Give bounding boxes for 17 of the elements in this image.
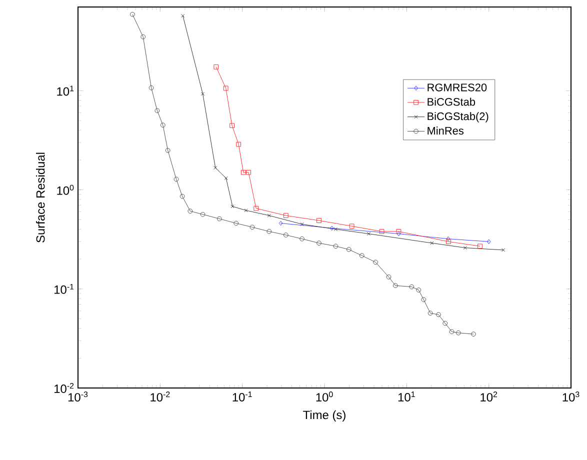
y-tick-label: 10$^{-1}$: [54, 284, 74, 294]
x-tick-label: 10$^{3}$: [562, 392, 580, 402]
legend-label: BiCGStab: [428, 98, 476, 106]
x-tick-label: 10$^{-1}$: [232, 392, 252, 402]
x-tick-label: 10$^{2}$: [480, 392, 498, 402]
x-axis-title: Time (s): [303, 410, 346, 422]
y-tick-label: 10$^{-2}$: [54, 382, 74, 394]
x-tick-label: 10$^{0}$: [316, 392, 333, 402]
legend-label: RGMRES20: [428, 84, 487, 92]
x-tick-label: 10$^{1}$: [398, 392, 415, 402]
y-axis-title: Surface Residual: [36, 152, 45, 242]
x-tick-label: 10$^{-3}$: [68, 392, 88, 402]
y-tick-label: 10$^{0}$: [57, 184, 74, 195]
y-tick-label: 10$^{1}$: [57, 86, 74, 96]
x-tick-label: 10$^{-2}$: [150, 392, 170, 402]
legend-label: MinRes: [428, 126, 464, 135]
legend-label: BiCGStab(2): [428, 112, 488, 122]
